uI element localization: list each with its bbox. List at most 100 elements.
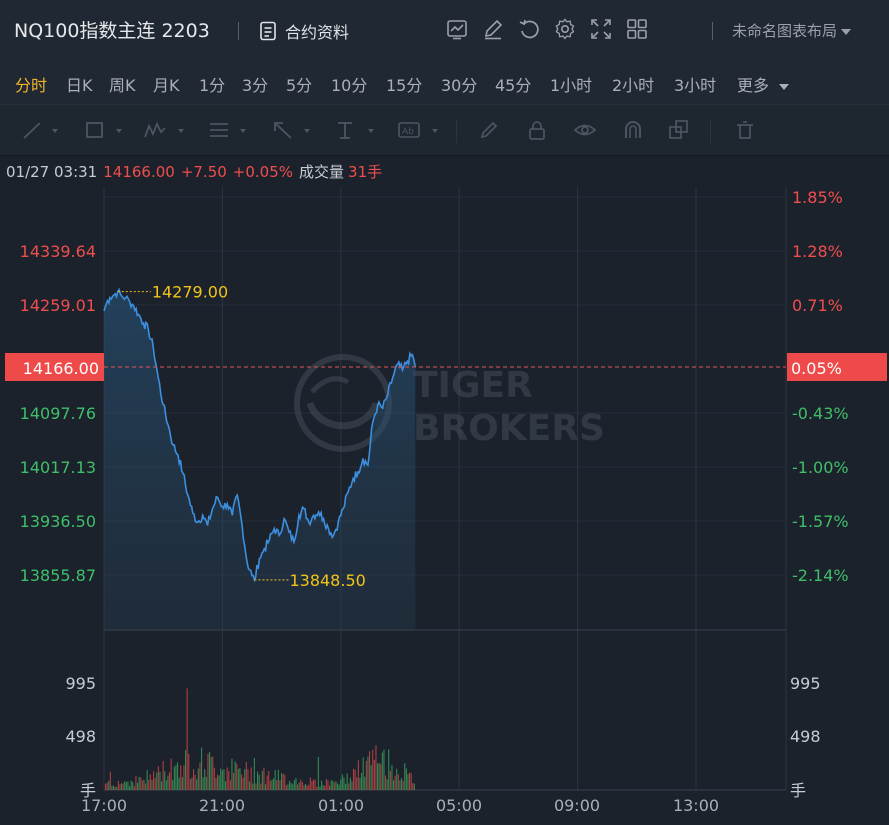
tab-period[interactable]: 45分 [495, 76, 532, 95]
volume-bar [178, 777, 180, 790]
tab-period[interactable]: 3小时 [674, 76, 717, 95]
volume-bar [247, 769, 249, 790]
volume-bar [180, 765, 182, 790]
y-left-tick: 13936.50 [20, 512, 96, 531]
trash-icon[interactable] [734, 120, 756, 140]
volume-bar [194, 774, 196, 790]
volume-bar [239, 768, 241, 790]
volume-bar [218, 775, 220, 790]
volume-bar [124, 781, 126, 790]
tab-period[interactable]: 30分 [441, 76, 478, 95]
copy-icon[interactable] [668, 120, 690, 140]
edit-icon[interactable] [482, 18, 504, 40]
volume-bar [125, 781, 127, 790]
more-periods-dropdown[interactable]: 更多 [737, 72, 790, 96]
contract-info-button[interactable]: 合约资料 [259, 19, 349, 43]
tab-period[interactable]: 周K [109, 76, 136, 95]
volume-bar [293, 780, 295, 790]
volume-bar [375, 745, 377, 790]
volume-bar [284, 774, 286, 790]
volume-bar [249, 781, 251, 790]
undo-icon[interactable] [518, 18, 540, 40]
tab-period[interactable]: 10分 [331, 76, 368, 95]
volume-value: 31手 [348, 163, 383, 181]
tab-period[interactable]: 1小时 [550, 76, 593, 95]
volume-bar [372, 749, 374, 790]
gear-icon[interactable] [554, 18, 576, 40]
volume-bar [255, 783, 257, 790]
volume-bar [391, 764, 393, 790]
volume-bar [321, 780, 323, 790]
volume-bar [351, 781, 353, 790]
tab-period[interactable]: 分时 [15, 76, 48, 95]
volume-bar [409, 772, 411, 790]
price-range-tool-icon[interactable] [334, 120, 356, 140]
volume-bar [303, 785, 305, 790]
chevron-down-icon [304, 129, 310, 133]
tab-period[interactable]: 2小时 [612, 76, 655, 95]
volume-bar [388, 749, 390, 790]
volume-bar [175, 764, 177, 790]
quote-info-bar: 01/27 03:31 14166.00 +7.50 +0.05% 成交量 31手 [6, 161, 388, 182]
volume-bar [332, 780, 334, 790]
volume-bar [109, 771, 111, 790]
rectangle-tool-icon[interactable] [84, 120, 106, 140]
volume-bar [271, 779, 273, 790]
quote-change-pct: +0.05% [232, 163, 294, 181]
text-tool-icon[interactable]: Ab [398, 120, 420, 140]
volume-bar [183, 765, 185, 790]
tab-period[interactable]: 5分 [286, 76, 313, 95]
y-right-tick: -1.57% [792, 512, 849, 531]
eye-icon[interactable] [574, 120, 596, 140]
volume-bar [385, 775, 387, 790]
tab-period[interactable]: 3分 [242, 76, 269, 95]
volume-bar [402, 780, 404, 790]
volume-bar [295, 777, 297, 790]
x-tick: 17:00 [81, 796, 127, 815]
volume-bar [212, 756, 214, 790]
volume-bar [261, 770, 263, 790]
arrow-tool-icon[interactable] [272, 120, 294, 140]
volume-bar [127, 781, 129, 790]
volume-bar [162, 760, 164, 790]
chart-type-icon[interactable] [446, 18, 468, 40]
tab-period[interactable]: 1分 [199, 76, 226, 95]
price-line [103, 287, 417, 583]
chevron-down-icon [432, 129, 438, 133]
volume-bar [276, 780, 278, 790]
magnet-icon[interactable] [622, 120, 644, 140]
pattern-tool-icon[interactable] [144, 120, 166, 140]
volume-bar [140, 777, 142, 790]
volume-bar [338, 784, 340, 790]
y-right-tick: 0.71% [792, 296, 843, 315]
fullscreen-icon[interactable] [590, 18, 612, 40]
x-tick: 01:00 [318, 796, 364, 815]
price-area [104, 289, 416, 630]
volume-bar [201, 747, 203, 790]
tab-period[interactable]: 月K [153, 76, 180, 95]
volume-bar [361, 773, 363, 790]
volume-bar [405, 768, 407, 790]
layout-selector[interactable]: 未命名图表布局 [732, 20, 852, 41]
volume-bar [316, 787, 318, 790]
tab-period[interactable]: 日K [66, 76, 93, 95]
volume-bar [191, 777, 193, 790]
tab-period[interactable]: 15分 [386, 76, 423, 95]
volume-bar [121, 783, 123, 790]
grid-layout-icon[interactable] [626, 18, 648, 40]
volume-bar [297, 784, 299, 790]
brush-icon[interactable] [478, 120, 500, 140]
volume-bar [153, 771, 155, 790]
current-price-badge [5, 353, 104, 381]
volume-bar [186, 688, 188, 790]
lock-icon[interactable] [526, 120, 548, 140]
fib-tool-icon[interactable] [208, 120, 230, 140]
volume-bar [341, 774, 343, 790]
volume-bar [177, 762, 179, 790]
volume-bar [306, 785, 308, 790]
volume-bar [196, 779, 198, 790]
trendline-tool-icon[interactable] [22, 120, 44, 140]
volume-bar [220, 768, 222, 790]
x-tick: 13:00 [673, 796, 719, 815]
